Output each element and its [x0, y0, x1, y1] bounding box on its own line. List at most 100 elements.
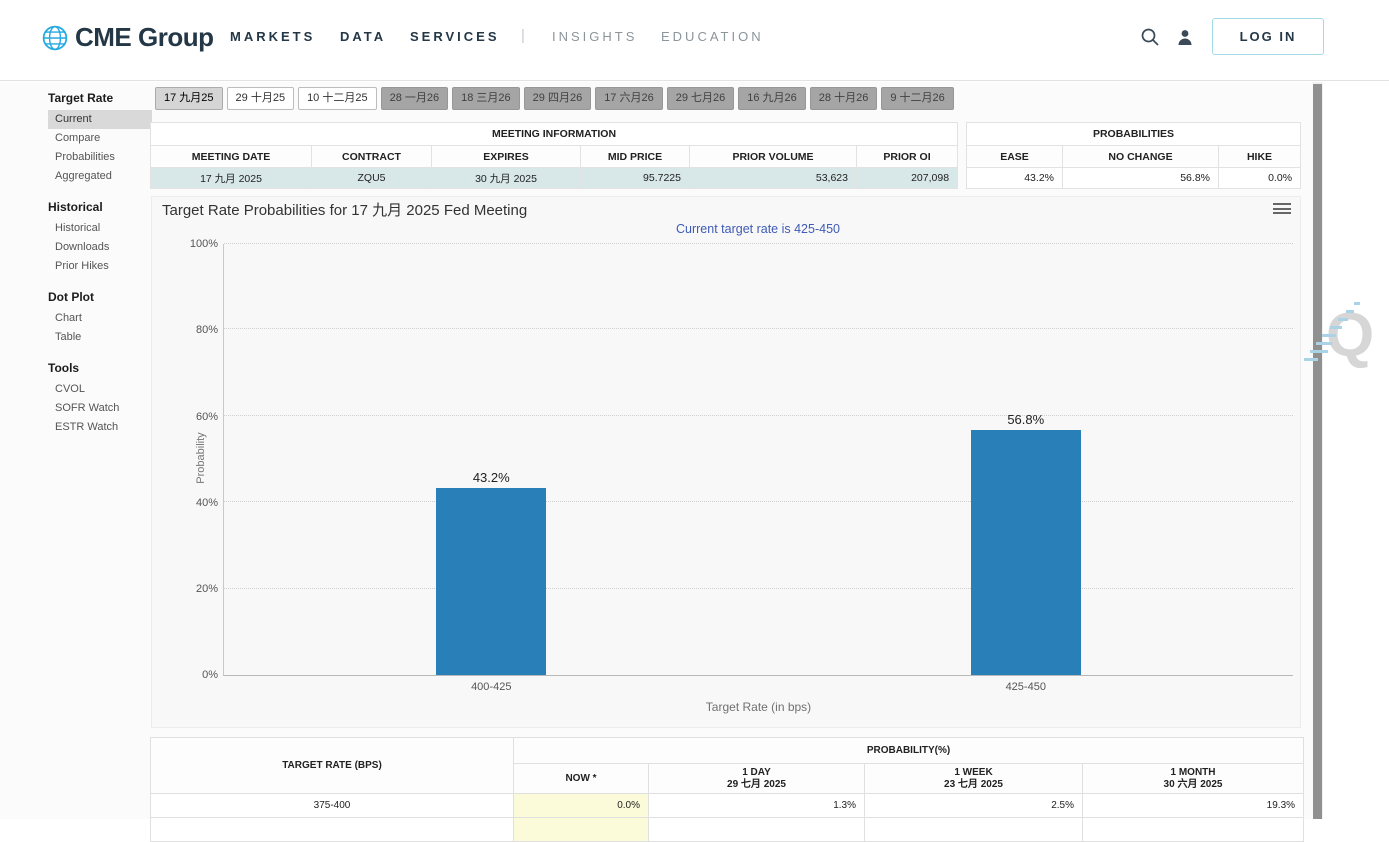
sidebar-item-table[interactable]: Table: [55, 331, 82, 343]
col-1-day: 1 DAY 29 七月 2025: [648, 763, 865, 794]
no-change-value: 56.8%: [1062, 167, 1219, 189]
tab-meeting-date-7[interactable]: 29 七月26: [666, 87, 735, 110]
bar-group-400-425: 43.2%: [436, 470, 547, 675]
sidebar-header-dot-plot: Dot Plot: [48, 290, 94, 304]
x-axis-title: Target Rate (in bps): [705, 700, 812, 714]
col-contract: CONTRACT: [311, 145, 432, 168]
nav-data[interactable]: DATA: [340, 29, 387, 44]
nav-markets[interactable]: MARKETS: [230, 29, 316, 44]
chart-title: Target Rate Probabilities for 17 九月 2025…: [162, 202, 528, 219]
xtick-400-425: 400-425: [471, 681, 512, 693]
top-header: CME Group MARKETS DATA SERVICES | INSIGH…: [0, 0, 1389, 81]
nav-separator: |: [521, 27, 525, 44]
rate-range-value: 375-400: [150, 793, 514, 818]
chart-menu-icon[interactable]: [1273, 203, 1291, 216]
one-week-probability-value: 2.5%: [864, 793, 1083, 818]
ytick-20: 20%: [195, 583, 218, 595]
meeting-info-title: MEETING INFORMATION: [149, 122, 959, 146]
meeting-information-table: MEETING INFORMATION MEETING DATE CONTRAC…: [149, 122, 959, 189]
col-meeting-date: MEETING DATE: [150, 145, 312, 168]
sidebar-item-current[interactable]: Current: [48, 110, 152, 129]
target-rate-bps-header: TARGET RATE (BPS): [150, 737, 514, 794]
tab-meeting-date-5[interactable]: 29 四月26: [523, 87, 592, 110]
plot-area: Probability 0% 20% 40% 60% 80% 100% Q 43…: [190, 238, 1374, 714]
col-mid-price: MID PRICE: [580, 145, 690, 168]
sidebar-item-probabilities[interactable]: Probabilities: [55, 151, 115, 163]
sidebar-item-downloads[interactable]: Downloads: [55, 241, 110, 253]
probability-pct-header: PROBABILITY(%): [512, 737, 1305, 764]
left-sidebar: Target Rate Current Compare Probabilitie…: [48, 91, 152, 437]
meeting-info-row: 17 九月 2025 ZQU5 30 九月 2025 95.7225 53,62…: [150, 167, 959, 189]
gridline-100: [224, 243, 1293, 244]
prior-volume-value: 53,623: [689, 167, 857, 189]
nav-education[interactable]: EDUCATION: [661, 29, 764, 44]
sidebar-item-cvol[interactable]: CVOL: [55, 383, 85, 395]
meeting-date-tabs: 17 九月25 29 十月25 10 十二月25 28 一月26 18 三月26…: [155, 87, 954, 110]
gridline-60: [224, 414, 1293, 416]
user-icon[interactable]: [1175, 27, 1195, 47]
gridline-20: [224, 587, 1293, 589]
chart-subtitle: Current target rate is 425-450: [676, 222, 840, 236]
sidebar-header-tools: Tools: [48, 361, 80, 375]
expires-value: 30 九月 2025: [431, 167, 581, 189]
search-icon[interactable]: [1140, 27, 1160, 47]
col-expires: EXPIRES: [431, 145, 581, 168]
probabilities-row: 43.2% 56.8% 0.0%: [966, 167, 1302, 189]
gridline-40: [224, 501, 1293, 503]
tab-meeting-date-6[interactable]: 17 六月26: [595, 87, 663, 110]
col-1-month: 1 MONTH 30 六月 2025: [1081, 763, 1305, 794]
prior-oi-value: 207,098: [855, 167, 959, 189]
hike-value: 0.0%: [1217, 167, 1302, 189]
sidebar-item-sofr-watch[interactable]: SOFR Watch: [55, 402, 120, 414]
ytick-0: 0%: [202, 669, 218, 681]
col-ease: EASE: [966, 145, 1063, 168]
login-button[interactable]: LOG IN: [1212, 18, 1324, 55]
bar-425-450[interactable]: [970, 429, 1081, 675]
ytick-60: 60%: [195, 411, 218, 423]
sidebar-item-compare[interactable]: Compare: [55, 132, 101, 144]
tab-meeting-date-9[interactable]: 28 十月26: [809, 87, 878, 110]
sidebar-item-estr-watch[interactable]: ESTR Watch: [55, 421, 119, 433]
ytick-80: 80%: [195, 324, 218, 336]
col-prior-oi: PRIOR OI: [855, 145, 959, 168]
nav-services[interactable]: SERVICES: [410, 29, 500, 44]
probability-bar-chart: Target Rate Probabilities for 17 九月 2025…: [151, 196, 1374, 728]
sidebar-header-target-rate: Target Rate: [48, 91, 114, 105]
y-axis-title: Probability: [195, 431, 207, 484]
tab-meeting-date-0[interactable]: 17 九月25: [155, 87, 223, 110]
ytick-100: 100%: [189, 238, 218, 250]
col-prior-volume: PRIOR VOLUME: [689, 145, 857, 168]
sidebar-header-historical: Historical: [48, 200, 103, 214]
xtick-425-450: 425-450: [1005, 681, 1046, 693]
mid-price-value: 95.7225: [580, 167, 690, 189]
scrollbar-thumb[interactable]: [1313, 84, 1322, 819]
gridline-80: [224, 328, 1293, 330]
col-1-week: 1 WEEK 23 七月 2025: [864, 763, 1083, 794]
probability-history-table: TARGET RATE (BPS) PROBABILITY(%) NOW * 1…: [150, 737, 1305, 842]
tab-meeting-date-4[interactable]: 18 三月26: [452, 87, 520, 110]
sidebar-item-prior-hikes[interactable]: Prior Hikes: [55, 260, 109, 272]
tab-meeting-date-2[interactable]: 10 十二月25: [298, 87, 377, 110]
table-row-partial: [150, 817, 1305, 842]
nav-insights[interactable]: INSIGHTS: [552, 29, 638, 44]
tab-meeting-date-1[interactable]: 29 十月25: [226, 87, 295, 110]
now-probability-value: 0.0%: [513, 793, 649, 818]
ytick-40: 40%: [195, 497, 218, 509]
sidebar-item-historical[interactable]: Historical: [55, 222, 101, 234]
logo-text: CME Group: [75, 22, 214, 52]
tab-meeting-date-3[interactable]: 28 一月26: [380, 87, 449, 110]
one-day-probability-value: 1.3%: [648, 793, 865, 818]
probabilities-table: PROBABILITIES EASE NO CHANGE HIKE 43.2% …: [965, 122, 1302, 189]
col-no-change: NO CHANGE: [1062, 145, 1219, 168]
ease-value: 43.2%: [966, 167, 1063, 189]
bar-400-425[interactable]: [436, 488, 547, 675]
sidebar-item-chart[interactable]: Chart: [55, 312, 82, 324]
sidebar-item-aggregated[interactable]: Aggregated: [55, 170, 112, 182]
col-hike: HIKE: [1217, 145, 1302, 168]
col-now: NOW *: [513, 763, 649, 794]
contract-value: ZQU5: [311, 167, 432, 189]
cme-group-logo[interactable]: CME Group: [42, 22, 214, 53]
tab-meeting-date-8[interactable]: 16 九月26: [738, 87, 806, 110]
meeting-date-value: 17 九月 2025: [150, 167, 312, 189]
tab-meeting-date-10[interactable]: 9 十二月26: [881, 87, 954, 110]
